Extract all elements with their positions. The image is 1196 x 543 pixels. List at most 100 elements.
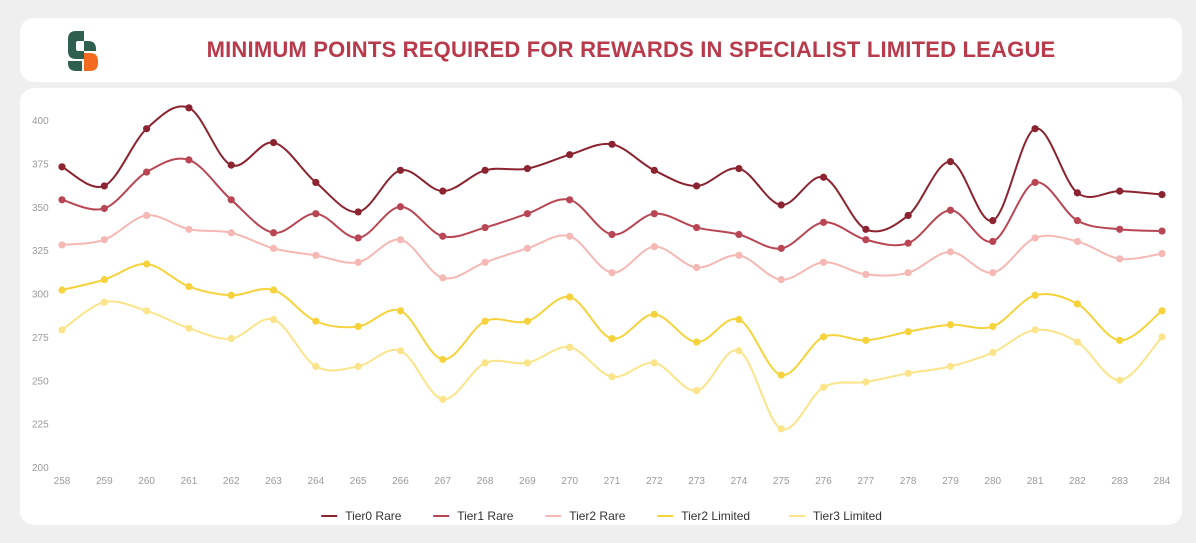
data-point bbox=[58, 163, 66, 171]
x-tick-label: 272 bbox=[646, 476, 663, 487]
series-line bbox=[61, 263, 1163, 377]
data-point bbox=[819, 333, 828, 341]
series-line bbox=[61, 300, 1163, 431]
data-point bbox=[227, 196, 235, 204]
data-point bbox=[1158, 191, 1166, 199]
x-tick-label: 261 bbox=[181, 476, 198, 487]
data-point bbox=[185, 156, 193, 164]
data-point bbox=[1158, 307, 1166, 315]
chart-title: MINIMUM POINTS REQUIRED FOR REWARDS IN S… bbox=[206, 37, 1056, 62]
legend-label: Tier0 Rare bbox=[345, 509, 402, 523]
data-point bbox=[100, 204, 108, 213]
x-tick-label: 266 bbox=[392, 476, 409, 487]
x-tick-label: 279 bbox=[942, 476, 959, 487]
data-point bbox=[100, 276, 108, 284]
data-point bbox=[735, 347, 743, 355]
data-point bbox=[227, 229, 235, 237]
legend-item[interactable]: Tier2 Limited bbox=[657, 509, 750, 523]
data-point bbox=[143, 211, 151, 220]
data-point bbox=[735, 315, 743, 324]
data-point bbox=[946, 158, 955, 166]
x-tick-label: 270 bbox=[561, 476, 578, 487]
data-point bbox=[185, 324, 193, 332]
x-tick-label: 284 bbox=[1154, 476, 1171, 487]
data-point bbox=[354, 322, 362, 331]
data-point bbox=[1031, 291, 1039, 299]
data-point bbox=[481, 317, 489, 325]
x-axis: 258 259 260 261 262 263 264 265 266 267 268 269 270 2… bbox=[54, 476, 1171, 487]
data-point bbox=[312, 210, 320, 218]
y-tick-label: 200 bbox=[32, 463, 49, 474]
legend-item[interactable]: Tier0 Rare bbox=[321, 509, 402, 523]
data-point bbox=[650, 243, 658, 251]
data-point bbox=[1116, 376, 1124, 384]
legend: Tier0 Rare Tier1 Rare Tier2 Rare Tier2 Limi… bbox=[321, 509, 882, 523]
y-tick-label: 300 bbox=[32, 290, 49, 301]
legend-label: Tier2 Rare bbox=[569, 509, 626, 523]
data-point bbox=[989, 217, 997, 225]
data-point bbox=[354, 362, 362, 370]
series-tier0-rare bbox=[58, 104, 1166, 233]
data-point bbox=[608, 269, 616, 277]
legend-item[interactable]: Tier3 Limited bbox=[789, 509, 882, 523]
x-tick-label: 277 bbox=[858, 476, 875, 487]
y-tick-label: 225 bbox=[32, 420, 49, 431]
data-point bbox=[100, 298, 108, 306]
data-point bbox=[1116, 255, 1124, 263]
data-point bbox=[439, 187, 447, 195]
data-point bbox=[904, 269, 912, 277]
data-point bbox=[650, 166, 658, 174]
data-point bbox=[143, 125, 151, 133]
data-point bbox=[143, 307, 151, 315]
data-point bbox=[396, 347, 405, 355]
series-tier3-limited bbox=[58, 298, 1166, 433]
data-point bbox=[650, 210, 658, 218]
data-point bbox=[312, 251, 320, 259]
y-axis: 200 225 250 275 300 325 350 375 400 bbox=[32, 116, 49, 474]
data-point bbox=[523, 210, 531, 218]
data-point bbox=[1158, 227, 1166, 235]
data-point bbox=[608, 335, 616, 343]
legend-item[interactable]: Tier2 Rare bbox=[545, 509, 626, 523]
legend-item[interactable]: Tier1 Rare bbox=[433, 509, 514, 523]
data-point bbox=[227, 335, 235, 343]
data-point bbox=[1116, 225, 1124, 233]
data-point bbox=[693, 338, 701, 346]
data-point bbox=[946, 248, 955, 256]
data-point bbox=[1031, 178, 1039, 187]
data-point bbox=[312, 178, 320, 187]
data-point bbox=[1158, 249, 1166, 258]
data-point bbox=[100, 182, 108, 190]
data-point bbox=[693, 387, 701, 395]
data-point bbox=[608, 373, 616, 381]
data-point bbox=[989, 348, 997, 357]
data-point bbox=[185, 225, 193, 233]
data-point bbox=[904, 239, 912, 247]
data-point bbox=[1116, 336, 1124, 344]
data-point bbox=[396, 203, 405, 211]
x-tick-label: 283 bbox=[1111, 476, 1128, 487]
data-point bbox=[396, 307, 405, 315]
x-tick-label: 259 bbox=[96, 476, 113, 487]
data-point bbox=[904, 328, 912, 336]
x-tick-label: 274 bbox=[731, 476, 748, 487]
data-point bbox=[862, 236, 870, 244]
data-point bbox=[904, 369, 912, 377]
data-point bbox=[566, 293, 574, 301]
data-point bbox=[693, 263, 701, 272]
x-tick-label: 278 bbox=[900, 476, 917, 487]
data-point bbox=[523, 164, 531, 173]
data-point bbox=[312, 362, 320, 370]
x-tick-label: 282 bbox=[1069, 476, 1086, 487]
data-point bbox=[1031, 125, 1039, 133]
data-point bbox=[608, 230, 616, 239]
data-point bbox=[58, 326, 66, 334]
data-point bbox=[354, 258, 362, 266]
data-point bbox=[58, 241, 66, 249]
x-tick-label: 264 bbox=[308, 476, 325, 487]
data-point bbox=[904, 211, 912, 220]
legend-label: Tier3 Limited bbox=[813, 509, 882, 523]
x-tick-label: 275 bbox=[773, 476, 790, 487]
data-point bbox=[819, 258, 828, 266]
series-tier1-rare bbox=[58, 156, 1166, 252]
